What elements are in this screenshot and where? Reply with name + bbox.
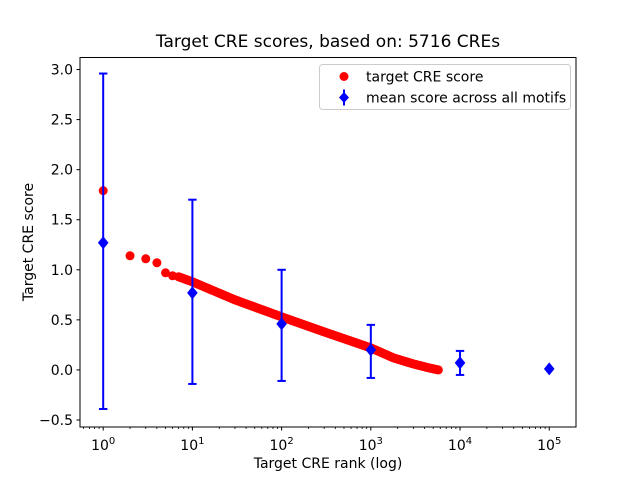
mean-score-diamond <box>187 286 198 300</box>
x-tick-label: 102 <box>270 436 294 454</box>
target-score-point <box>152 258 162 268</box>
y-tick-label: 2.5 <box>51 113 73 129</box>
legend: target CRE score mean score across all m… <box>319 64 571 110</box>
y-tick-label: 2.0 <box>51 163 73 179</box>
legend-target-marker-icon <box>339 72 349 81</box>
mean-score-diamond <box>454 356 466 370</box>
y-tick-label: 0.0 <box>51 363 73 379</box>
x-tick-label: 101 <box>180 436 204 454</box>
mean-score-diamond <box>543 362 555 376</box>
x-axis-label: Target CRE rank (log) <box>253 456 403 472</box>
plot-area-frame <box>79 57 577 428</box>
y-tick-label: −0.5 <box>39 413 73 429</box>
legend-mean-marker-icon <box>339 89 349 106</box>
x-tick-label: 105 <box>537 436 561 454</box>
mean-score-diamond <box>365 343 377 357</box>
mean-score-diamond <box>97 236 109 250</box>
y-tick-label: 1.5 <box>51 213 73 229</box>
x-tick-label: 100 <box>91 436 115 454</box>
legend-entry-target-cre-score: target CRE score <box>366 70 483 86</box>
chart-title: Target CRE scores, based on: 5716 CREs <box>155 32 500 52</box>
y-axis-label: Target CRE score <box>21 183 37 302</box>
mean-score-diamond <box>276 317 287 331</box>
mean-score-series <box>97 72 555 410</box>
legend-box <box>319 64 571 110</box>
y-tick-label: 3.0 <box>51 63 73 79</box>
x-tick-label: 103 <box>359 436 383 454</box>
target-cre-score-series <box>98 186 443 375</box>
target-score-point <box>141 254 151 264</box>
y-tick-label: 1.0 <box>51 263 73 279</box>
target-score-point <box>161 268 171 278</box>
target-score-point <box>125 251 135 261</box>
legend-entry-mean-score: mean score across all motifs <box>366 91 566 107</box>
target-score-point <box>433 365 443 375</box>
y-tick-label: 0.5 <box>51 313 73 329</box>
x-tick-label: 104 <box>448 436 472 454</box>
axis-ticks: 100 101 102 103 104 105 3.0 2.5 2.0 1.5 1.0 0.5 0.0 −… <box>39 63 561 454</box>
